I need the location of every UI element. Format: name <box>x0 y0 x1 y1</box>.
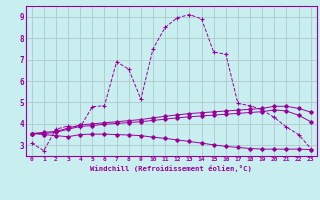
X-axis label: Windchill (Refroidissement éolien,°C): Windchill (Refroidissement éolien,°C) <box>90 165 252 172</box>
